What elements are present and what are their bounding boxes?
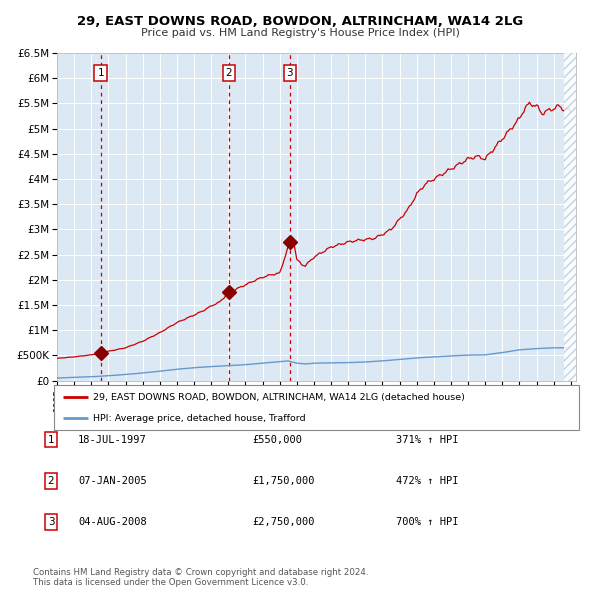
- Text: 3: 3: [286, 68, 293, 78]
- Text: 07-JAN-2005: 07-JAN-2005: [78, 476, 147, 486]
- Text: 371% ↑ HPI: 371% ↑ HPI: [396, 435, 458, 444]
- Text: 2: 2: [47, 476, 55, 486]
- Text: 2: 2: [226, 68, 232, 78]
- Text: Contains HM Land Registry data © Crown copyright and database right 2024.
This d: Contains HM Land Registry data © Crown c…: [33, 568, 368, 587]
- Text: 29, EAST DOWNS ROAD, BOWDON, ALTRINCHAM, WA14 2LG: 29, EAST DOWNS ROAD, BOWDON, ALTRINCHAM,…: [77, 15, 523, 28]
- Text: 04-AUG-2008: 04-AUG-2008: [78, 517, 147, 527]
- Text: £2,750,000: £2,750,000: [252, 517, 314, 527]
- Text: Price paid vs. HM Land Registry's House Price Index (HPI): Price paid vs. HM Land Registry's House …: [140, 28, 460, 38]
- Text: 1: 1: [97, 68, 104, 78]
- Text: 29, EAST DOWNS ROAD, BOWDON, ALTRINCHAM, WA14 2LG (detached house): 29, EAST DOWNS ROAD, BOWDON, ALTRINCHAM,…: [94, 393, 465, 402]
- Text: £550,000: £550,000: [252, 435, 302, 444]
- Text: 18-JUL-1997: 18-JUL-1997: [78, 435, 147, 444]
- Text: 1: 1: [47, 435, 55, 444]
- Text: HPI: Average price, detached house, Trafford: HPI: Average price, detached house, Traf…: [94, 414, 306, 423]
- Text: 3: 3: [47, 517, 55, 527]
- Text: £1,750,000: £1,750,000: [252, 476, 314, 486]
- FancyBboxPatch shape: [54, 385, 579, 430]
- Text: 700% ↑ HPI: 700% ↑ HPI: [396, 517, 458, 527]
- Text: 472% ↑ HPI: 472% ↑ HPI: [396, 476, 458, 486]
